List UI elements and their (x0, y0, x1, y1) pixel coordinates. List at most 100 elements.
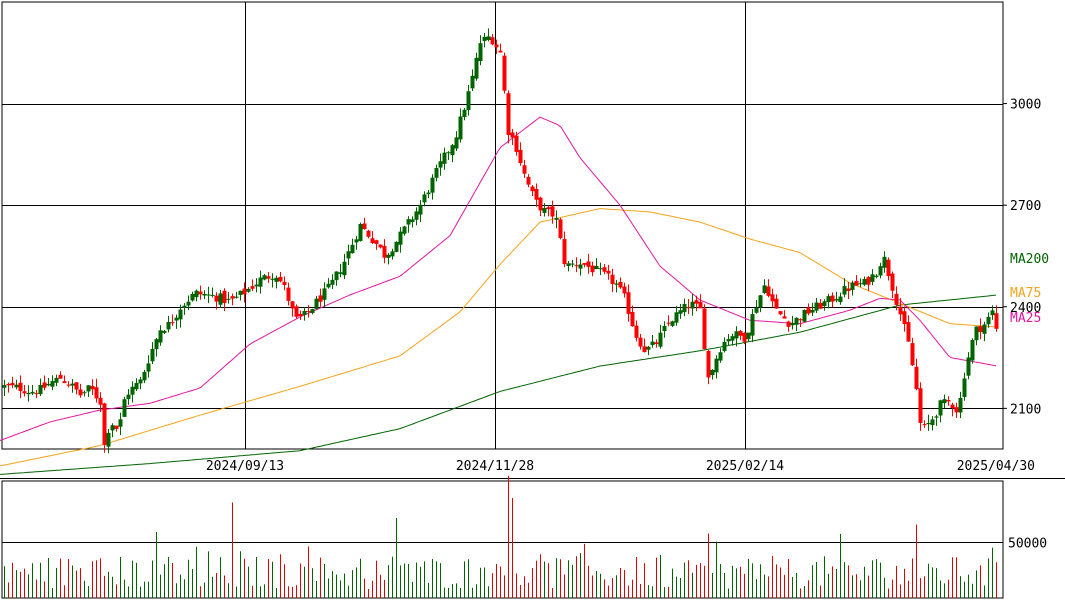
candle-body (686, 307, 691, 309)
candle-body (650, 341, 655, 346)
ma25-line (0, 116, 997, 441)
candle-body (994, 313, 999, 329)
candle-body (254, 284, 259, 287)
candle-body (274, 277, 279, 282)
candle-body (766, 286, 771, 296)
candle-body (634, 325, 639, 338)
price-tick-label: 2700 (1010, 199, 1041, 214)
candle-body (614, 283, 619, 285)
candle-body (410, 219, 415, 222)
candle-body (954, 407, 959, 413)
candle-body (630, 311, 635, 327)
candle-body (178, 309, 183, 320)
candle-body (658, 332, 663, 347)
candle-body (266, 276, 271, 279)
candle-body (474, 57, 479, 79)
candle-body (246, 288, 251, 292)
candle-body (814, 302, 819, 311)
candle-body (438, 161, 443, 168)
candle-body (978, 326, 983, 333)
candle-body (518, 149, 523, 164)
candle-body (618, 281, 623, 288)
candle-body (538, 197, 543, 211)
candle-body (598, 268, 603, 270)
candle-body (834, 299, 839, 301)
candle-body (810, 309, 815, 313)
candle-body (46, 383, 51, 386)
candle-body (930, 419, 935, 426)
candle-body (358, 223, 363, 241)
candle-body (362, 223, 367, 230)
candlestick-series (2, 28, 999, 454)
candle-body (342, 261, 347, 276)
candle-body (918, 388, 923, 423)
candle-body (858, 283, 863, 285)
candle-body (866, 277, 871, 285)
candle-body (242, 288, 247, 295)
candle-body (310, 309, 315, 314)
candle-body (590, 265, 595, 273)
candle-body (782, 316, 787, 319)
candle-body (318, 295, 323, 302)
candle-body (70, 383, 75, 386)
candle-body (146, 363, 151, 372)
candle-body (186, 301, 191, 306)
candle-body (594, 265, 599, 270)
date-tick-label: 2024/09/13 (206, 459, 284, 474)
candle-body (554, 217, 559, 220)
candle-body (398, 231, 403, 245)
candle-body (174, 317, 179, 321)
candle-body (734, 331, 739, 339)
candle-body (542, 207, 547, 213)
candle-body (914, 366, 919, 390)
candle-body (974, 326, 979, 341)
candle-body (134, 383, 139, 390)
candle-body (154, 339, 159, 350)
candle-body (446, 152, 451, 154)
candle-body (786, 321, 791, 327)
candle-body (402, 226, 407, 234)
moving-average-lines (0, 116, 997, 475)
candle-body (890, 273, 895, 291)
candle-body (774, 298, 779, 309)
candle-body (738, 330, 743, 336)
candle-body (250, 286, 255, 289)
candle-body (486, 36, 491, 40)
candle-body (238, 290, 243, 295)
candle-body (190, 293, 195, 301)
candle-body (706, 350, 711, 378)
candle-body (194, 290, 199, 298)
candle-body (862, 278, 867, 285)
candle-body (874, 275, 879, 277)
candle-body (490, 37, 495, 45)
ma75-line (0, 208, 997, 467)
volume-series (4, 475, 997, 598)
candle-body (306, 310, 311, 312)
candle-body (302, 310, 307, 315)
candle-body (66, 384, 71, 386)
candle-body (894, 293, 899, 305)
candle-body (166, 321, 171, 330)
candle-body (94, 387, 99, 399)
candle-body (90, 385, 95, 390)
candle-body (42, 382, 47, 388)
candle-body (294, 306, 299, 317)
candle-body (546, 207, 551, 210)
candle-body (746, 332, 751, 340)
candle-body (54, 377, 59, 383)
candle-body (982, 324, 987, 334)
candle-body (882, 256, 887, 268)
candle-body (570, 263, 575, 265)
candle-body (582, 263, 587, 265)
candle-body (454, 137, 459, 149)
candle-body (970, 339, 975, 361)
date-tick-label: 2025/02/14 (706, 459, 784, 474)
candle-body (74, 382, 79, 390)
candle-body (906, 322, 911, 342)
candle-body (822, 301, 827, 306)
price-axis: 3000 2700 2400 2100 (1003, 98, 1041, 417)
candle-body (406, 219, 411, 225)
candle-body (346, 251, 351, 259)
